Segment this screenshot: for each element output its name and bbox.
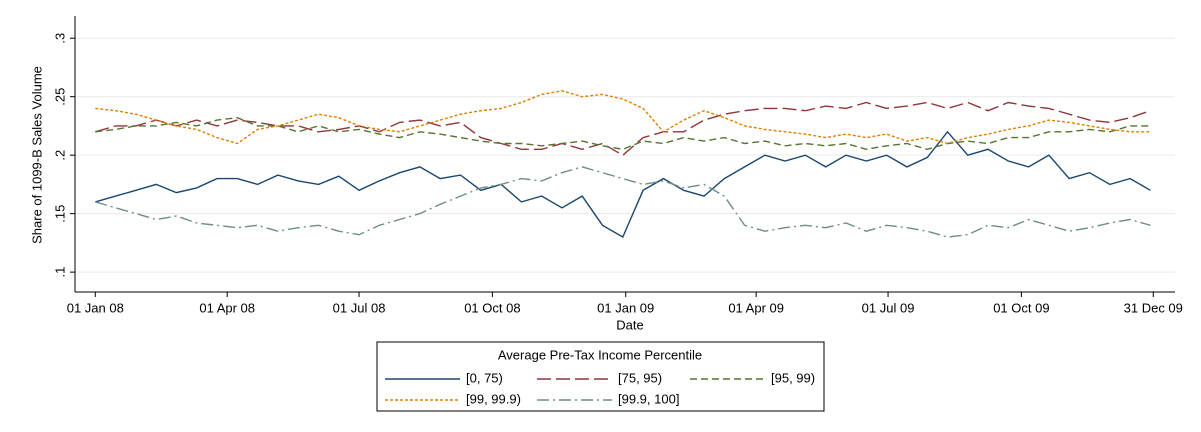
- legend-label: [99.9, 100]: [618, 391, 679, 406]
- series-line: [95, 90, 1151, 145]
- x-tick-label: 01 Oct 09: [993, 300, 1049, 315]
- x-tick-label: 31 Dec 09: [1124, 300, 1183, 315]
- legend-label: [99, 99.9): [466, 391, 521, 406]
- legend-label: [95, 99): [771, 370, 815, 385]
- y-tick-label: .1: [52, 267, 67, 278]
- legend-label: [0, 75): [466, 370, 503, 385]
- series-line: [95, 166, 1151, 238]
- x-tick-label: 01 Jan 08: [67, 300, 124, 315]
- y-tick-label: .2: [52, 150, 67, 161]
- series-line: [95, 130, 1151, 238]
- x-tick-label: 01 Apr 08: [199, 300, 255, 315]
- x-tick-label: 01 Oct 08: [464, 300, 520, 315]
- y-tick-label: .3: [52, 33, 67, 44]
- legend-title: Average Pre-Tax Income Percentile: [498, 347, 702, 362]
- x-tick-label: 01 Jan 09: [597, 300, 654, 315]
- y-axis-label: Share of 1099-B Sales Volume: [29, 66, 44, 244]
- x-tick-label: 01 Jul 09: [862, 300, 915, 315]
- y-tick-label: .25: [52, 88, 67, 106]
- x-tick-label: 01 Jul 08: [333, 300, 386, 315]
- x-tick-label: 01 Apr 09: [728, 300, 784, 315]
- legend-label: [75, 95): [618, 370, 662, 385]
- x-axis-label: Date: [616, 317, 643, 332]
- series-line: [95, 116, 1151, 151]
- series-line: [95, 101, 1151, 157]
- y-tick-label: .15: [52, 205, 67, 223]
